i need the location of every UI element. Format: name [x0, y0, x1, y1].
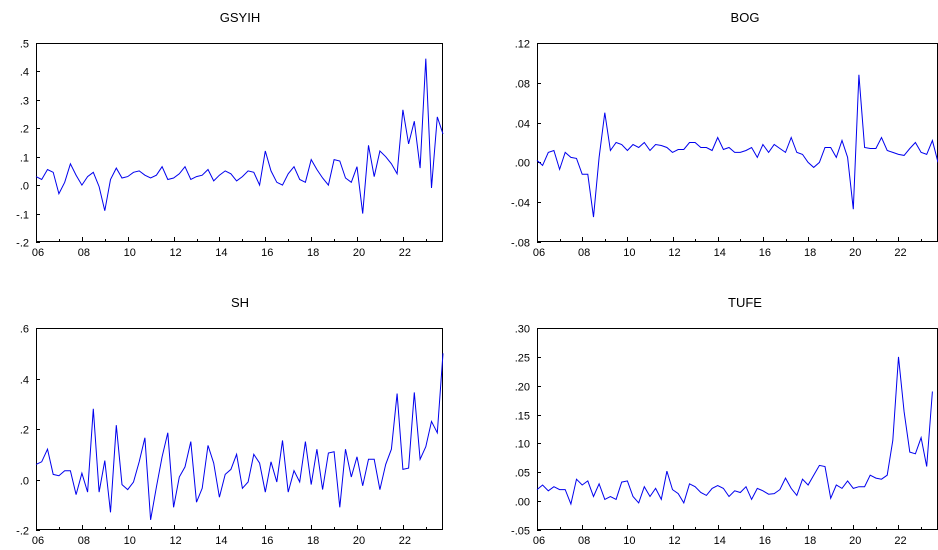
- x-tick-label: 08: [578, 535, 590, 547]
- y-tick-label: .08: [515, 79, 530, 91]
- x-tick-label: 22: [399, 535, 411, 547]
- chart-title: TUFE: [728, 295, 762, 310]
- y-tick-label: .0: [20, 181, 29, 193]
- x-tick-label: 20: [353, 535, 365, 547]
- x-tick-label: 12: [169, 247, 181, 259]
- x-tick-label: 14: [714, 535, 726, 547]
- x-tick-label: 12: [169, 535, 181, 547]
- y-tick-label: -.05: [511, 526, 530, 538]
- y-tick-label: .2: [20, 425, 29, 437]
- y-tick-label: .0: [20, 476, 29, 488]
- y-tick-label: -.1: [16, 210, 29, 222]
- chart-title: BOG: [731, 10, 760, 25]
- series-line-sh: [35, 353, 444, 520]
- x-tick-label: 06: [32, 535, 44, 547]
- y-tick-label: .4: [20, 67, 29, 79]
- y-tick-label: .05: [515, 468, 530, 480]
- plot-frame: [537, 43, 938, 242]
- series-line-bog: [536, 74, 938, 218]
- plot-frame: [36, 43, 443, 242]
- x-tick-label: 10: [124, 247, 136, 259]
- x-tick-label: 18: [307, 535, 319, 547]
- y-tick-label: .00: [515, 497, 530, 509]
- x-tick-label: 10: [623, 535, 635, 547]
- x-tick-label: 12: [668, 535, 680, 547]
- plot-frame: [36, 328, 443, 530]
- y-tick-label: .2: [20, 124, 29, 136]
- x-tick-label: 20: [849, 535, 861, 547]
- x-tick-label: 22: [894, 247, 906, 259]
- y-tick-label: -.2: [16, 526, 29, 538]
- x-tick-label: 06: [533, 247, 545, 259]
- y-tick-label: .3: [20, 96, 29, 108]
- x-tick-label: 18: [804, 535, 816, 547]
- x-tick-label: 10: [623, 247, 635, 259]
- y-tick-label: .15: [515, 411, 530, 423]
- x-tick-label: 10: [124, 535, 136, 547]
- series-line-tufe: [536, 356, 933, 506]
- x-tick-label: 14: [215, 247, 227, 259]
- x-tick-label: 08: [78, 247, 90, 259]
- x-tick-label: 08: [578, 247, 590, 259]
- chart-panel-3: TUFE -.05 .00 .05 .10 .15 .20 .25 .30 06 08 10 12 14 1…: [511, 295, 938, 547]
- y-tick-label: -.04: [511, 198, 530, 210]
- x-tick-label: 16: [759, 535, 771, 547]
- chart-title: GSYIH: [220, 10, 260, 25]
- y-tick-label: .04: [515, 119, 530, 131]
- x-tick-label: 16: [261, 247, 273, 259]
- y-tick-label: -.2: [16, 238, 29, 250]
- y-tick-label: -.08: [511, 238, 530, 250]
- x-tick-label: 20: [849, 247, 861, 259]
- x-tick-label: 22: [894, 535, 906, 547]
- x-tick-label: 18: [804, 247, 816, 259]
- x-tick-label: 06: [32, 247, 44, 259]
- chart-panel-0: GSYIH -.2 -.1 .0 .1 .2 .3 .4 .5 06 08 10 12 14 16 18 20 2…: [16, 10, 444, 259]
- x-tick-label: 14: [714, 247, 726, 259]
- chart-panel-2: SH -.2 .0 .2 .4 .6 06 08 10 12 14 16 18 20 22: [16, 295, 444, 547]
- y-tick-label: .4: [20, 375, 29, 387]
- x-tick-label: 22: [399, 247, 411, 259]
- y-tick-label: .12: [515, 39, 530, 51]
- x-tick-label: 16: [759, 247, 771, 259]
- chart-panel-1: BOG -.08 -.04 .00 .04 .08 .12 06 08 10 12 14 16 18 20 2…: [511, 10, 938, 259]
- chart-title: SH: [231, 295, 249, 310]
- x-tick-label: 06: [533, 535, 545, 547]
- y-tick-label: .10: [515, 439, 530, 451]
- x-tick-label: 08: [78, 535, 90, 547]
- x-tick-label: 18: [307, 247, 319, 259]
- x-tick-label: 14: [215, 535, 227, 547]
- y-tick-label: .25: [515, 353, 530, 365]
- y-tick-label: .1: [20, 153, 29, 165]
- plot-frame: [537, 328, 938, 530]
- y-tick-label: .6: [20, 324, 29, 336]
- y-tick-label: .20: [515, 382, 530, 394]
- y-tick-label: .00: [515, 158, 530, 170]
- y-tick-label: .30: [515, 324, 530, 336]
- x-tick-label: 16: [261, 535, 273, 547]
- x-tick-label: 12: [668, 247, 680, 259]
- series-line-gsyih: [35, 58, 444, 214]
- y-tick-label: .5: [20, 39, 29, 51]
- x-tick-label: 20: [353, 247, 365, 259]
